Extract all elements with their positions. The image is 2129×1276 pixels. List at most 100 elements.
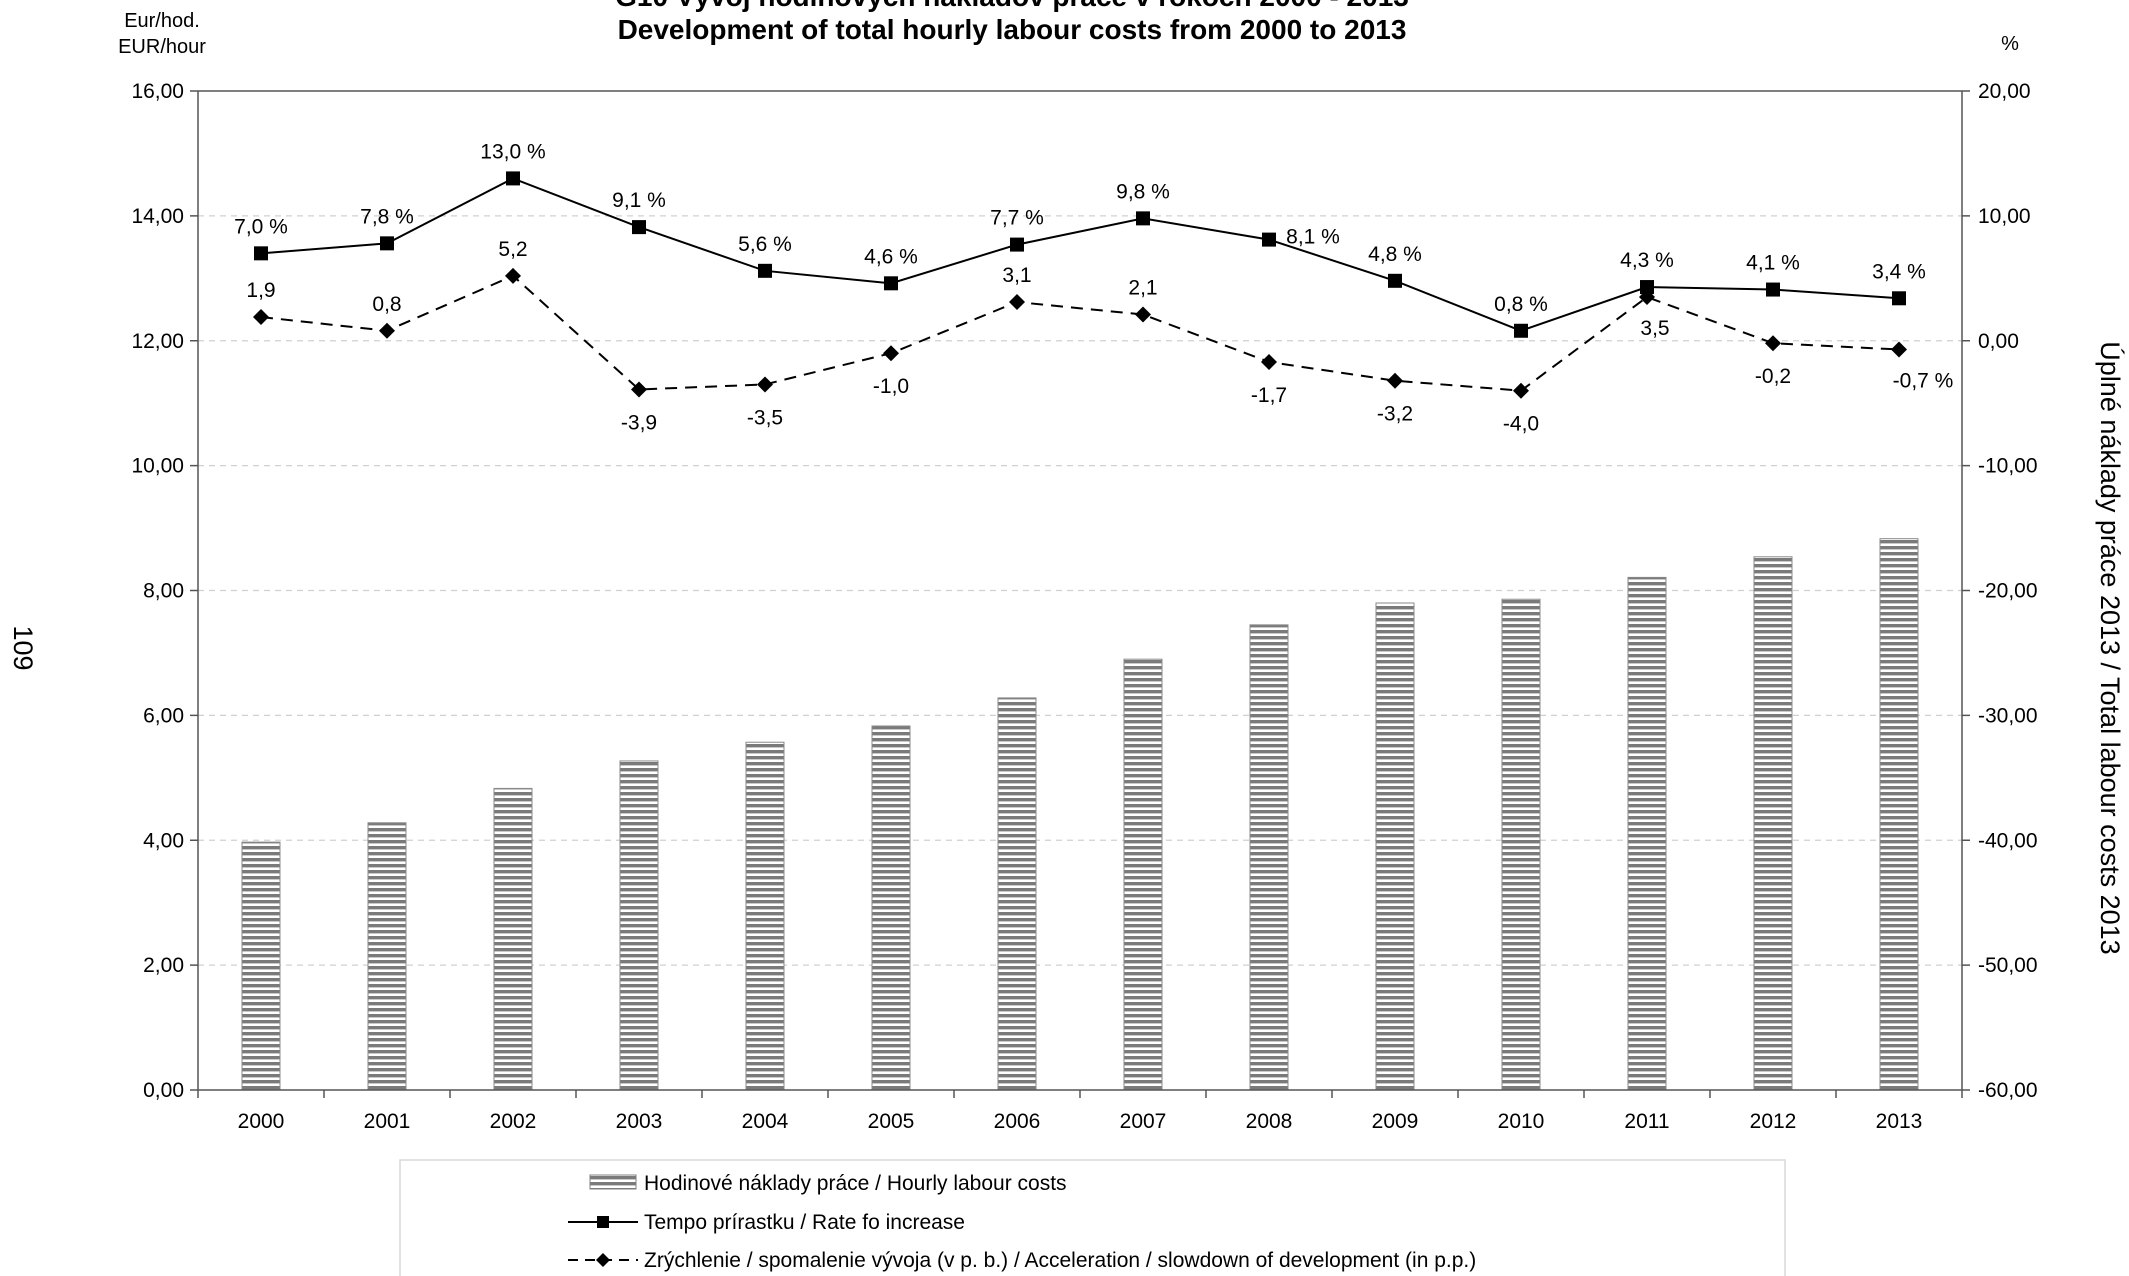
marker-rate-of-increase <box>506 171 520 186</box>
marker-rate-of-increase <box>884 276 898 291</box>
bar-series <box>241 538 1919 1091</box>
data-label-acceleration-slowdown: 3,5 <box>1640 317 1669 340</box>
line-acceleration-slowdown <box>260 274 1900 392</box>
line-series <box>253 171 1907 399</box>
marker-acceleration-slowdown <box>1135 306 1151 323</box>
data-label-acceleration-slowdown: -3,2 <box>1377 403 1413 426</box>
right-axis-tick-label: -50,00 <box>1978 954 2038 977</box>
marker-acceleration-slowdown <box>1261 353 1277 370</box>
marker-rate-of-increase <box>632 220 646 235</box>
x-axis-tick-label: 2008 <box>1246 1110 1293 1133</box>
left-unit-label-2: EUR/hour <box>118 36 206 58</box>
bar-hourly-labour-costs <box>745 741 785 1091</box>
data-label-rate-of-increase: 4,1 % <box>1746 252 1800 275</box>
data-label-rate-of-increase: 7,0 % <box>234 215 288 238</box>
data-label-acceleration-slowdown: -0,7 % <box>1893 369 1954 392</box>
left-axis-tick-label: 8,00 <box>143 580 184 603</box>
right-axis-title: Úplné náklady práce 2013 / Total labour … <box>2095 341 2126 954</box>
x-axis-tick-label: 2004 <box>742 1110 789 1133</box>
x-axis-tick-label: 2006 <box>994 1110 1041 1133</box>
marker-acceleration-slowdown <box>1513 382 1529 399</box>
data-label-rate-of-increase: 4,3 % <box>1620 249 1674 272</box>
marker-rate-of-increase <box>1136 211 1150 226</box>
x-axis-tick-label: 2011 <box>1624 1110 1669 1133</box>
left-axis-tick-label: 10,00 <box>131 455 184 478</box>
marker-acceleration-slowdown <box>1639 289 1655 306</box>
bar-hourly-labour-costs <box>1879 538 1919 1091</box>
marker-acceleration-slowdown <box>1387 372 1403 389</box>
left-axis-tick-label: 4,00 <box>143 829 184 852</box>
chart-title-line2: Development of total hourly labour costs… <box>618 14 1407 45</box>
legend-bars-label: Hodinové náklady práce / Hourly labour c… <box>644 1172 1067 1195</box>
right-axis-tick-label: -60,00 <box>1978 1079 2038 1102</box>
right-axis-tick-label: -30,00 <box>1978 704 2038 727</box>
x-axis-tick-label: 2010 <box>1498 1110 1545 1133</box>
data-label-rate-of-increase: 5,6 % <box>738 233 792 256</box>
left-axis-tick-label: 14,00 <box>131 205 184 228</box>
marker-acceleration-slowdown <box>757 376 773 393</box>
bar-hourly-labour-costs <box>997 697 1037 1091</box>
marker-rate-of-increase <box>1640 280 1654 295</box>
x-axis-tick-label: 2002 <box>490 1110 537 1133</box>
right-axis-tick-label: -20,00 <box>1978 580 2038 603</box>
data-label-rate-of-increase: 4,6 % <box>864 245 918 268</box>
data-label-rate-of-increase: 13,0 % <box>480 140 545 163</box>
data-label-acceleration-slowdown: 3,1 <box>1002 264 1031 287</box>
legend-bar-swatch <box>589 1174 637 1190</box>
marker-acceleration-slowdown <box>505 267 521 284</box>
right-axis-tick-label: -40,00 <box>1978 829 2038 852</box>
marker-rate-of-increase <box>380 236 394 251</box>
bar-hourly-labour-costs <box>1753 556 1793 1091</box>
marker-acceleration-slowdown <box>1009 294 1025 311</box>
left-unit-label-1: Eur/hod. <box>124 10 200 32</box>
marker-acceleration-slowdown <box>1765 335 1781 352</box>
marker-rate-of-increase <box>1892 291 1906 306</box>
marker-rate-of-increase <box>1010 237 1024 252</box>
left-axis-tick-label: 0,00 <box>143 1079 184 1102</box>
bar-hourly-labour-costs <box>367 822 407 1091</box>
right-axis-tick-label: 10,00 <box>1978 205 2031 228</box>
marker-rate-of-increase <box>254 246 268 261</box>
left-axis-tick-label: 6,00 <box>143 704 184 727</box>
data-label-acceleration-slowdown: -4,0 <box>1503 413 1539 436</box>
data-label-acceleration-slowdown: 5,2 <box>498 238 527 261</box>
bar-hourly-labour-costs <box>241 841 281 1091</box>
bar-hourly-labour-costs <box>1375 602 1415 1091</box>
marker-rate-of-increase <box>1388 273 1402 288</box>
legend: Hodinové náklady práce / Hourly labour c… <box>399 1159 1786 1276</box>
data-label-rate-of-increase: 0,8 % <box>1494 293 1548 316</box>
x-axis-tick-label: 2001 <box>364 1110 411 1133</box>
data-labels: 7,0 % 7,8 % 13,0 % 9,1 % 5,6 % 4,6 % 7,7 % 9,8 … <box>234 140 1953 435</box>
right-unit-label: % <box>2001 33 2019 55</box>
legend-acceleration-label: Zrýchlenie / spomalenie vývoja (v p. b.)… <box>644 1249 1476 1272</box>
left-axis-tick-label: 12,00 <box>131 330 184 353</box>
right-axis-tick-label: 0,00 <box>1978 330 2019 353</box>
data-label-acceleration-slowdown: 1,9 <box>246 279 275 302</box>
x-axis-tick-label: 2000 <box>238 1110 285 1133</box>
marker-acceleration-slowdown <box>631 381 647 398</box>
page-number: 109 <box>8 625 38 670</box>
legend-diamond-marker <box>596 1253 610 1267</box>
bar-hourly-labour-costs <box>1501 598 1541 1091</box>
x-axis-tick-label: 2009 <box>1372 1110 1419 1133</box>
bar-hourly-labour-costs <box>619 760 659 1091</box>
left-axis-tick-label: 16,00 <box>131 80 184 103</box>
bar-hourly-labour-costs <box>1627 576 1667 1091</box>
marker-rate-of-increase <box>1514 323 1528 338</box>
data-label-rate-of-increase: 7,7 % <box>990 207 1044 230</box>
x-axis-tick-label: 2003 <box>616 1110 663 1133</box>
data-label-rate-of-increase: 3,4 % <box>1872 260 1926 283</box>
marker-rate-of-increase <box>758 263 772 278</box>
data-label-acceleration-slowdown: -3,9 <box>621 411 657 434</box>
bar-hourly-labour-costs <box>1123 658 1163 1091</box>
data-label-acceleration-slowdown: 2,1 <box>1128 277 1157 300</box>
chart-title-line1: G10 Vývoj hodinových nákladov práce v ro… <box>615 0 1409 12</box>
data-label-rate-of-increase: 7,8 % <box>360 205 414 228</box>
axes: 0,00 2,00 4,00 6,00 8,00 10,00 12,00 14,00 16,00… <box>131 80 2037 1133</box>
x-axis-tick-label: 2005 <box>868 1110 915 1133</box>
marker-rate-of-increase <box>1766 282 1780 297</box>
marker-acceleration-slowdown <box>253 309 269 326</box>
marker-acceleration-slowdown <box>379 322 395 339</box>
